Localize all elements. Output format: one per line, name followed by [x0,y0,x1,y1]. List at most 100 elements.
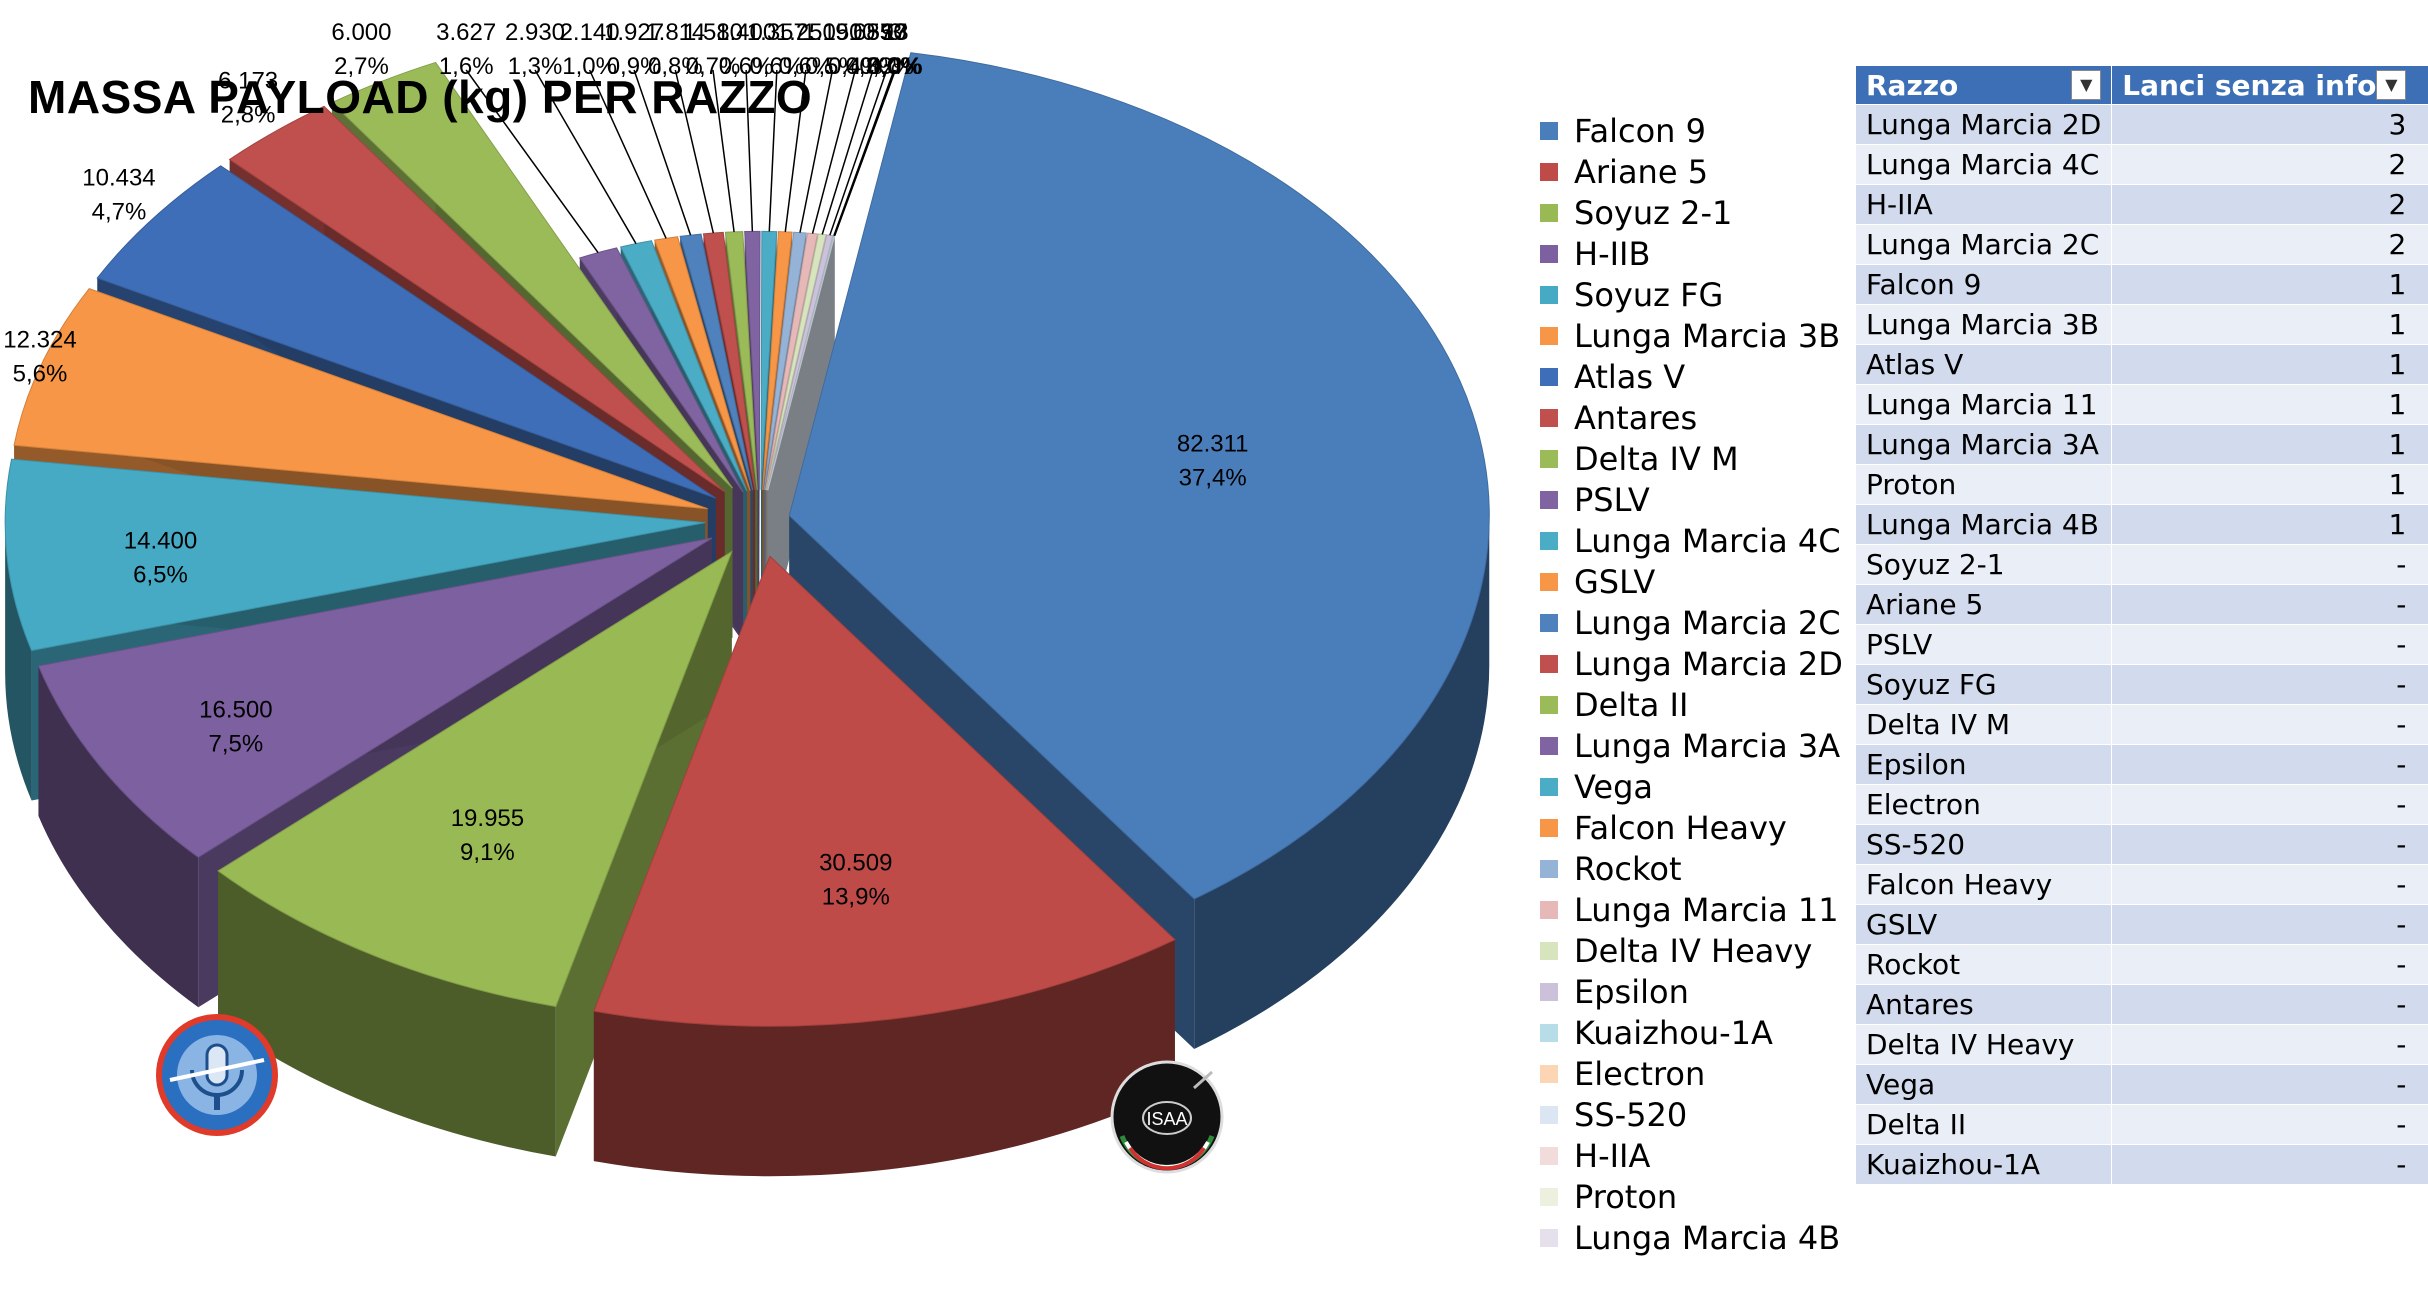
table-row[interactable]: Epsilon - [1854,744,2428,785]
legend-label: Rockot [1574,849,1682,888]
cell-razzo[interactable]: Falcon 9 [1854,264,2113,305]
table-row[interactable]: Proton 1 [1854,464,2428,505]
table-row[interactable]: Lunga Marcia 11 1 [1854,384,2428,425]
table-row[interactable]: Antares - [1854,984,2428,1025]
cell-lanci[interactable]: - [2111,984,2428,1025]
cell-lanci[interactable]: 1 [2111,304,2428,345]
table-row[interactable]: SS-520- [1854,824,2428,865]
legend-swatch [1540,572,1558,591]
table-row[interactable]: Electron - [1854,784,2428,825]
cell-lanci[interactable]: - [2111,904,2428,945]
cell-razzo[interactable]: Proton [1854,464,2113,505]
cell-lanci[interactable]: 1 [2111,264,2428,305]
cell-lanci[interactable]: - [2111,864,2428,905]
table-row[interactable]: Lunga Marcia 4B 1 [1854,504,2428,545]
cell-razzo[interactable]: Falcon Heavy [1854,864,2113,905]
legend-label: Proton [1574,1177,1678,1216]
cell-razzo[interactable]: SS-520 [1854,824,2113,865]
table-row[interactable]: Ariane 5- [1854,584,2428,625]
cell-razzo[interactable]: Soyuz FG [1854,664,2113,705]
table-row[interactable]: Lunga Marcia 2D 3 [1854,104,2428,145]
table-row[interactable]: Lunga Marcia 4C 2 [1854,144,2428,185]
legend-label: PSLV [1574,480,1650,519]
table-row[interactable]: PSLV - [1854,624,2428,665]
sort-dropdown-icon[interactable]: ▼ [2376,70,2407,100]
column-header-lanci[interactable]: Lanci senza info ▼ [2111,65,2428,105]
filter-dropdown-icon[interactable]: ▼ [2071,70,2102,100]
cell-razzo[interactable]: Delta IV Heavy [1854,1024,2113,1065]
legend-swatch [1540,900,1558,919]
cell-lanci[interactable]: - [2111,1024,2428,1065]
cell-razzo[interactable]: Lunga Marcia 2D [1854,104,2113,145]
cell-razzo[interactable]: H-IIA [1854,184,2113,225]
cell-razzo[interactable]: Lunga Marcia 2C [1854,224,2113,265]
legend-item: Proton [1540,1176,1860,1217]
cell-razzo[interactable]: Rockot [1854,944,2113,985]
cell-razzo[interactable]: Atlas V [1854,344,2113,385]
cell-razzo[interactable]: Delta II [1854,1104,2113,1145]
table-row[interactable]: Soyuz 2-1- [1854,544,2428,585]
table-row[interactable]: Lunga Marcia 2C 2 [1854,224,2428,265]
cell-lanci[interactable]: 2 [2111,224,2428,265]
data-label-value: 910 [835,19,875,46]
cell-lanci[interactable]: - [2111,664,2428,705]
cell-lanci[interactable]: - [2111,784,2428,825]
cell-lanci[interactable]: 3 [2111,104,2428,145]
cell-lanci[interactable]: 1 [2111,504,2428,545]
data-label-percent: 0,6% [778,53,833,80]
cell-razzo[interactable]: Antares [1854,984,2113,1025]
cell-razzo[interactable]: Soyuz 2-1 [1854,544,2113,585]
cell-lanci[interactable]: - [2111,744,2428,785]
cell-lanci[interactable]: 1 [2111,464,2428,505]
cell-lanci[interactable]: - [2111,544,2428,585]
cell-lanci[interactable]: 1 [2111,344,2428,385]
table-row[interactable]: Kuaizhou-1A - [1854,1144,2428,1185]
table-row[interactable]: Delta IV Heavy - [1854,1024,2428,1065]
cell-lanci[interactable]: 2 [2111,184,2428,225]
table-row[interactable]: H-IIA 2 [1854,184,2428,225]
cell-razzo[interactable]: Lunga Marcia 11 [1854,384,2113,425]
table-row[interactable]: Soyuz FG - [1854,664,2428,705]
cell-lanci[interactable]: 1 [2111,384,2428,425]
cell-lanci[interactable]: 1 [2111,424,2428,465]
cell-razzo[interactable]: Lunga Marcia 4B [1854,504,2113,545]
cell-lanci[interactable]: - [2111,824,2428,865]
legend-label: Antares [1574,398,1698,437]
cell-lanci[interactable]: - [2111,584,2428,625]
table-row[interactable]: Rockot - [1854,944,2428,985]
cell-razzo[interactable]: Kuaizhou-1A [1854,1144,2113,1185]
table-row[interactable]: Falcon Heavy - [1854,864,2428,905]
data-label-value: 19.955 [451,805,524,832]
cell-lanci[interactable]: - [2111,624,2428,665]
leader-line [833,69,897,236]
cell-razzo[interactable]: Delta IV M [1854,704,2113,745]
table-row[interactable]: Lunga Marcia 3B 1 [1854,304,2428,345]
legend-swatch [1540,244,1558,263]
cell-lanci[interactable]: - [2111,944,2428,985]
table-row[interactable]: GSLV - [1854,904,2428,945]
cell-razzo[interactable]: Vega [1854,1064,2113,1105]
table-row[interactable]: Vega - [1854,1064,2428,1105]
data-label-value: 10.434 [82,164,155,191]
column-header-razzo[interactable]: Razzo ▼ [1854,65,2113,105]
table-row[interactable]: Delta II - [1854,1104,2428,1145]
table-row[interactable]: Lunga Marcia 3A 1 [1854,424,2428,465]
table-row[interactable]: Delta IV M- [1854,704,2428,745]
cell-razzo[interactable]: Ariane 5 [1854,584,2113,625]
cell-razzo[interactable]: Epsilon [1854,744,2113,785]
cell-razzo[interactable]: PSLV [1854,624,2113,665]
legend-label: Electron [1574,1054,1706,1093]
cell-razzo[interactable]: Lunga Marcia 3A [1854,424,2113,465]
cell-lanci[interactable]: 2 [2111,144,2428,185]
cell-razzo[interactable]: GSLV [1854,904,2113,945]
cell-lanci[interactable]: - [2111,1064,2428,1105]
leader-line [633,69,692,236]
cell-lanci[interactable]: - [2111,1104,2428,1145]
cell-razzo[interactable]: Electron [1854,784,2113,825]
cell-razzo[interactable]: Lunga Marcia 3B [1854,304,2113,345]
cell-lanci[interactable]: - [2111,704,2428,745]
cell-lanci[interactable]: - [2111,1144,2428,1185]
cell-razzo[interactable]: Lunga Marcia 4C [1854,144,2113,185]
